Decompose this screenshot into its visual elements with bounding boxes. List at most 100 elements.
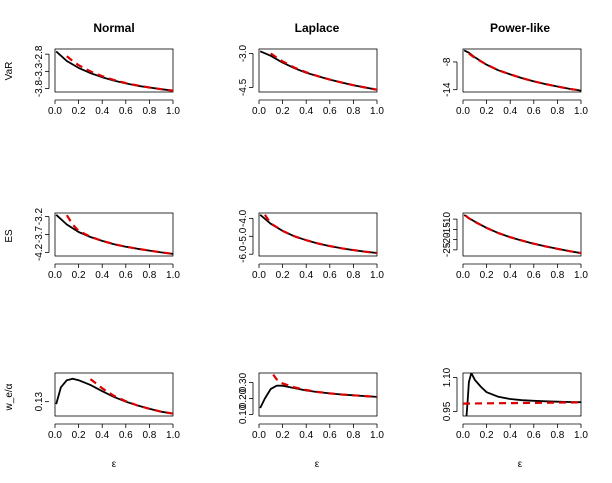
x-tick-label: 0.6	[527, 106, 541, 117]
y-tick-label: 0.10	[238, 404, 249, 424]
x-tick-label: 0.8	[346, 430, 360, 441]
x-tick-label: 0.4	[503, 106, 517, 117]
x-tick-label: 0.2	[276, 430, 290, 441]
xlabel-col-1: ε	[112, 459, 117, 470]
row-label-w: w_e/α	[4, 383, 15, 411]
panel-es-laplace: 0.0 0.2 0.4 0.6 0.8 1.0 -4.0-5.0-6.0	[238, 209, 384, 281]
col-title-power-like: Power-like	[490, 21, 550, 35]
x-tick-label: 0.0	[48, 106, 62, 117]
approx-line	[468, 52, 581, 92]
x-tick-label: 0.4	[299, 430, 313, 441]
y-tick-label: 0.30	[238, 372, 249, 392]
x-tick-label: 0.0	[456, 430, 470, 441]
y-tick-label: -4.0	[238, 209, 249, 227]
plot-frame	[462, 212, 582, 257]
y-tick-label: 0.20	[238, 388, 249, 408]
panel-var-laplace: 0.0 0.2 0.4 0.6 0.8 1.0 -3.0 -4.5	[238, 44, 384, 117]
x-tick-label: 1.0	[370, 270, 384, 281]
x-tick-label: 0.0	[456, 270, 470, 281]
y-tick-label: -10	[442, 211, 453, 226]
y-tick-label: -3.3	[34, 62, 45, 80]
plot-frame	[258, 212, 378, 257]
x-tick-label: 0.6	[119, 430, 133, 441]
approx-line	[263, 214, 377, 255]
y-tick-label: -6.0	[238, 245, 249, 263]
approx-line	[66, 55, 173, 92]
approx-line	[272, 373, 377, 398]
x-tick-label: 0.8	[550, 270, 564, 281]
x-tick-label: 0.2	[72, 106, 86, 117]
y-tick-label: -15	[442, 222, 453, 237]
y-tick-label: 1.10	[442, 367, 453, 387]
y-tick-label: -2.8	[34, 45, 45, 63]
panel-es-power: 0.0 0.2 0.4 0.6 0.8 1.0 -10-15-20-25	[442, 211, 588, 281]
y-tick-label: -3.8	[34, 80, 45, 98]
exact-line	[259, 384, 377, 409]
x-tick-label: 0.6	[527, 430, 541, 441]
exact-line	[465, 373, 581, 416]
x-tick-label: 0.8	[346, 270, 360, 281]
x-tick-label: 0.8	[346, 106, 360, 117]
plot-frame	[462, 48, 582, 93]
x-tick-label: 1.0	[370, 106, 384, 117]
x-tick-label: 0.2	[480, 270, 494, 281]
x-tick-label: 0.4	[299, 106, 313, 117]
x-tick-label: 0.4	[503, 270, 517, 281]
col-title-normal: Normal	[93, 21, 134, 35]
y-tick-label: -3.0	[238, 44, 249, 62]
panel-var-normal: 0.0 0.2 0.4 0.6 0.8 1.0 -2.8-3.3-3.8	[34, 45, 180, 117]
approx-line	[65, 214, 173, 255]
x-tick-label: 0.4	[503, 430, 517, 441]
panel-w-power: 0.0 0.2 0.4 0.6 0.8 1.0 0.95 1.10	[442, 367, 588, 441]
plot-frame	[54, 48, 174, 93]
plot-frame	[462, 372, 582, 417]
x-tick-label: 0.2	[480, 106, 494, 117]
y-tick-label: -5.0	[238, 227, 249, 245]
x-tick-label: 1.0	[370, 430, 384, 441]
x-tick-label: 0.8	[142, 270, 156, 281]
x-tick-label: 0.4	[95, 270, 109, 281]
x-tick-label: 0.8	[550, 430, 564, 441]
approx-line	[270, 52, 377, 91]
row-label-es: ES	[4, 229, 15, 243]
exact-line	[259, 214, 377, 254]
xlabel-col-2: ε	[315, 459, 320, 470]
panel-w-laplace: 0.0 0.2 0.4 0.6 0.8 1.0 0.100.200.30	[238, 372, 384, 441]
y-tick-label: -8	[442, 57, 453, 66]
x-tick-label: 0.0	[456, 106, 470, 117]
x-tick-label: 0.8	[142, 106, 156, 117]
x-tick-label: 0.2	[480, 430, 494, 441]
x-tick-label: 0.0	[252, 106, 266, 117]
x-tick-label: 0.6	[323, 430, 337, 441]
panel-es-normal: 0.0 0.2 0.4 0.6 0.8 1.0 -3.2-3.7-4.2	[34, 208, 180, 281]
x-tick-label: 0.4	[299, 270, 313, 281]
col-title-laplace: Laplace	[295, 21, 340, 35]
y-tick-label: -25	[442, 242, 453, 257]
y-tick-label: -3.7	[34, 225, 45, 243]
plot-frame	[54, 212, 174, 257]
x-tick-label: 1.0	[166, 430, 180, 441]
y-tick-label: 0.13	[34, 391, 45, 411]
plot-frame	[258, 48, 378, 93]
y-tick-label: -14	[442, 82, 453, 97]
panels: 0.0 0.2 0.4 0.6 0.8 1.0-2.8-3.3-3.80.0 0.2 0.4 0…	[34, 44, 588, 441]
x-tick-label: 0.4	[95, 430, 109, 441]
row-label-var: VaR	[4, 62, 15, 81]
x-tick-label: 1.0	[574, 270, 588, 281]
x-tick-label: 0.0	[48, 270, 62, 281]
y-tick-label: -3.2	[34, 208, 45, 226]
x-tick-label: 0.6	[323, 106, 337, 117]
x-tick-label: 0.6	[119, 106, 133, 117]
approx-line	[464, 214, 581, 255]
x-tick-label: 0.8	[142, 430, 156, 441]
x-tick-label: 0.6	[119, 270, 133, 281]
x-tick-label: 0.8	[550, 106, 564, 117]
panel-w-normal: 0.0 0.2 0.4 0.6 0.8 1.0 0.13	[34, 372, 180, 441]
y-tick-label: -20	[442, 232, 453, 247]
panel-var-power: 0.0 0.2 0.4 0.6 0.8 1.0 -8 -14	[442, 48, 588, 117]
x-tick-label: 1.0	[166, 106, 180, 117]
x-tick-label: 0.2	[276, 270, 290, 281]
y-tick-label: -4.5	[238, 78, 249, 96]
x-tick-label: 0.6	[527, 270, 541, 281]
x-tick-label: 0.2	[72, 430, 86, 441]
